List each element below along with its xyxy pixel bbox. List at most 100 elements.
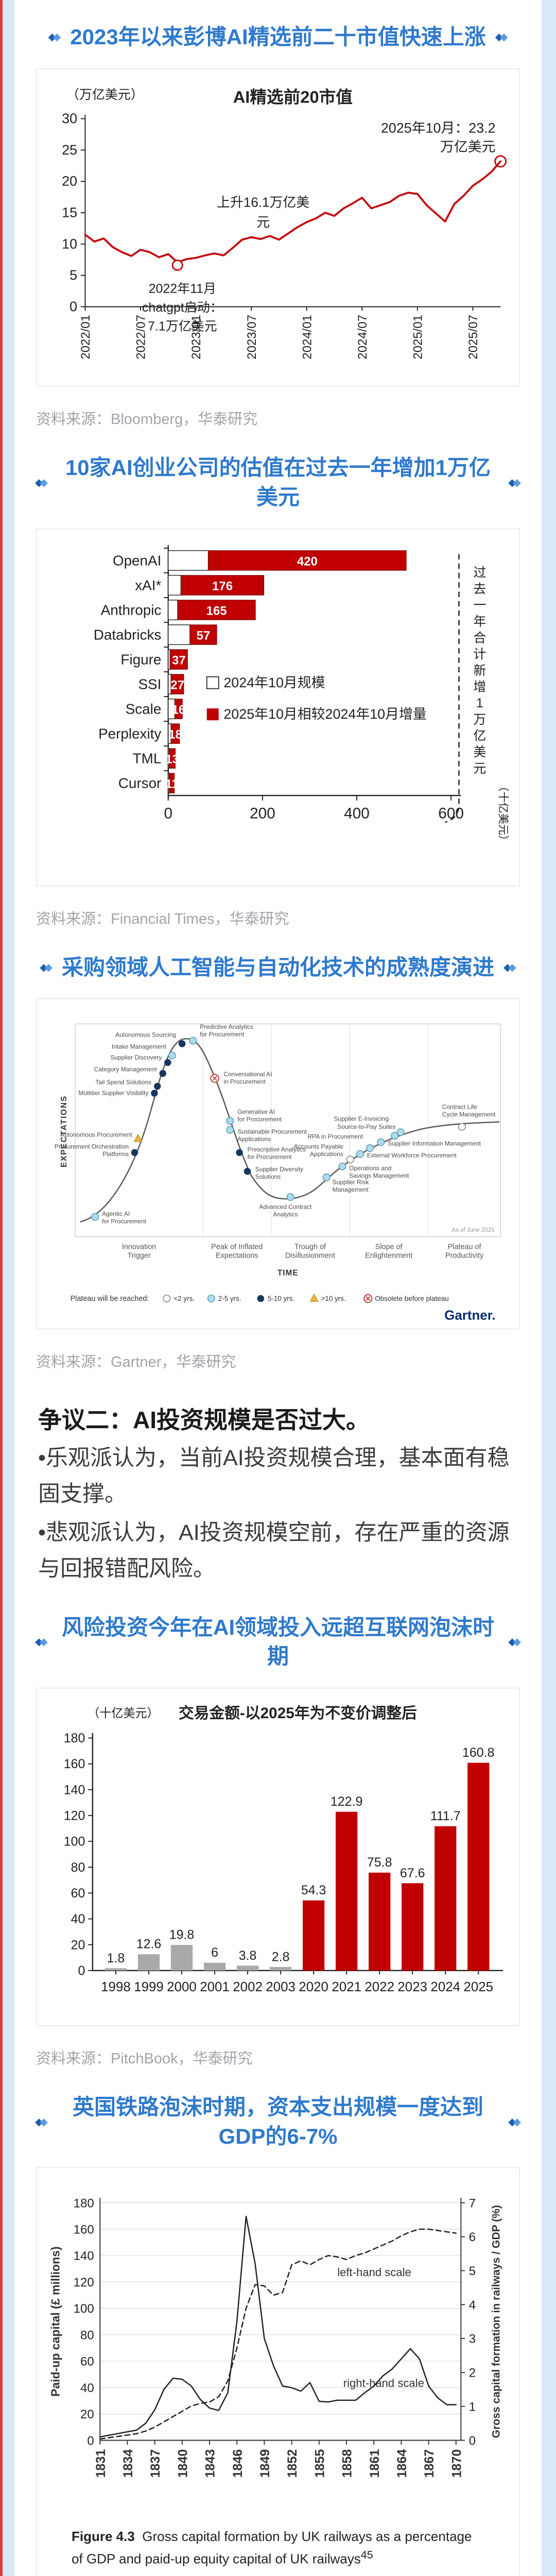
svg-text:1831: 1831 bbox=[94, 2449, 108, 2478]
svg-text:2022/01: 2022/01 bbox=[79, 314, 93, 359]
svg-text:Slope of: Slope of bbox=[375, 1243, 403, 1251]
svg-text:Databricks: Databricks bbox=[94, 626, 162, 642]
svg-text:400: 400 bbox=[344, 805, 370, 822]
svg-text:for Procurement: for Procurement bbox=[237, 1116, 282, 1123]
svg-text:60: 60 bbox=[80, 2355, 94, 2369]
figure-caption-text: Gross capital formation by UK railways a… bbox=[72, 2529, 472, 2567]
section-title: 2023年以来彭博AI精选前二十市值快速上涨 bbox=[70, 25, 486, 49]
svg-text:Cursor: Cursor bbox=[118, 775, 162, 791]
svg-text:2022年11月: 2022年11月 bbox=[149, 281, 216, 296]
svg-text:0: 0 bbox=[78, 1963, 85, 1978]
svg-text:1: 1 bbox=[469, 2400, 476, 2414]
svg-text:18: 18 bbox=[168, 727, 182, 741]
svg-text:Category Management: Category Management bbox=[94, 1066, 158, 1073]
header-2: ◆ ◆ 10家AI创业公司的估值在过去一年增加1万亿美元 ◆ ◆ bbox=[14, 444, 542, 521]
svg-text:2024: 2024 bbox=[430, 1980, 460, 1994]
source-note: 资料来源：PitchBook，华泰研究 bbox=[36, 2050, 253, 2067]
svg-text:Accounts Payable: Accounts Payable bbox=[294, 1143, 343, 1150]
svg-text:Cycle Management: Cycle Management bbox=[442, 1111, 496, 1118]
svg-text:元: 元 bbox=[256, 215, 270, 229]
svg-text:Intake Management: Intake Management bbox=[112, 1043, 167, 1050]
svg-text:25: 25 bbox=[62, 142, 77, 158]
svg-text:10: 10 bbox=[62, 236, 77, 251]
svg-text:1843: 1843 bbox=[203, 2449, 218, 2478]
diamond-icon: ◆ ◆ bbox=[503, 962, 516, 974]
svg-text:1852: 1852 bbox=[285, 2449, 300, 2478]
svg-text:元: 元 bbox=[473, 761, 486, 775]
svg-text:2022: 2022 bbox=[364, 1980, 394, 1994]
diamond-icon: ◆ ◆ bbox=[35, 1636, 48, 1648]
debate-2-bullet-pessimist: •悲观派认为，AI投资规模空前，存在严重的资源与回报错配风险。 bbox=[38, 1520, 510, 1581]
svg-text:160: 160 bbox=[64, 1757, 85, 1771]
svg-text:Trigger: Trigger bbox=[128, 1252, 151, 1260]
svg-text:Procurement Orchestration: Procurement Orchestration bbox=[55, 1143, 129, 1150]
svg-text:3.8: 3.8 bbox=[239, 1948, 257, 1963]
diamond-icon: ◆ ◆ bbox=[508, 477, 521, 488]
svg-text:xAI*: xAI* bbox=[135, 577, 161, 593]
svg-text:1858: 1858 bbox=[340, 2449, 355, 2478]
svg-text:Gross capital formation in rai: Gross capital formation in railways / GD… bbox=[490, 2205, 502, 2438]
source-note: 资料来源：Gartner，华泰研究 bbox=[36, 1353, 236, 1370]
svg-text:>10 yrs.: >10 yrs. bbox=[321, 1295, 346, 1303]
svg-text:1849: 1849 bbox=[258, 2449, 272, 2478]
svg-text:2025: 2025 bbox=[463, 1980, 493, 1994]
svg-text:15: 15 bbox=[62, 205, 77, 220]
svg-text:（万亿美元）: （万亿美元） bbox=[66, 88, 144, 102]
svg-text:1834: 1834 bbox=[121, 2449, 135, 2478]
trend-line-chart: （万亿美元） AI精选前20市值 0 5 10 15 20 25 30 2022/01 2022/0… bbox=[41, 74, 515, 381]
svg-text:122.9: 122.9 bbox=[331, 1794, 362, 1809]
svg-text:37: 37 bbox=[172, 653, 186, 667]
figure-caption-footnote: 45 bbox=[360, 2548, 373, 2562]
svg-text:19.8: 19.8 bbox=[169, 1928, 195, 1942]
svg-text:2001: 2001 bbox=[200, 1980, 230, 1994]
svg-text:20: 20 bbox=[71, 1938, 85, 1952]
svg-text:1870: 1870 bbox=[449, 2449, 464, 2478]
page-left-red-edge bbox=[0, 0, 3, 2576]
svg-text:2025年10月相较2024年10月增量: 2025年10月相较2024年10月增量 bbox=[223, 706, 426, 722]
figure-caption: Figure 4.3 Gross capital formation by UK… bbox=[41, 2519, 515, 2576]
svg-text:200: 200 bbox=[250, 805, 275, 822]
svg-text:Figure: Figure bbox=[120, 651, 161, 667]
svg-text:Multitier Supplier Visibility: Multitier Supplier Visibility bbox=[79, 1090, 149, 1097]
svg-text:2020: 2020 bbox=[299, 1980, 328, 1994]
svg-text:80: 80 bbox=[71, 1860, 85, 1875]
svg-text:140: 140 bbox=[64, 1783, 85, 1797]
svg-text:万: 万 bbox=[473, 712, 486, 726]
svg-text:2023/07: 2023/07 bbox=[245, 314, 259, 359]
svg-text:67.6: 67.6 bbox=[400, 1866, 425, 1880]
svg-text:1.8: 1.8 bbox=[107, 1951, 125, 1965]
svg-text:OpenAI: OpenAI bbox=[113, 552, 161, 568]
svg-text:5: 5 bbox=[70, 267, 77, 283]
article-page: ◆ ◆ 2023年以来彭博AI精选前二十市值快速上涨 ◆ ◆ （万亿美元） AI精选前… bbox=[14, 0, 542, 2576]
svg-text:Productivity: Productivity bbox=[445, 1252, 484, 1260]
svg-text:0: 0 bbox=[469, 2434, 476, 2448]
svg-text:7.1万亿美元: 7.1万亿美元 bbox=[148, 319, 217, 333]
svg-text:Autonomous Sourcing: Autonomous Sourcing bbox=[115, 1031, 176, 1039]
svg-text:Plateau will be reached:: Plateau will be reached: bbox=[71, 1295, 149, 1303]
diamond-icon: ◆ ◆ bbox=[35, 477, 48, 488]
svg-text:上升16.1万亿美: 上升16.1万亿美 bbox=[217, 195, 309, 210]
svg-text:RPA in Procurement: RPA in Procurement bbox=[307, 1133, 363, 1141]
svg-text:增: 增 bbox=[473, 680, 486, 694]
svg-text:100: 100 bbox=[74, 2302, 94, 2316]
svg-text:TIME: TIME bbox=[277, 1269, 299, 1278]
svg-text:Platforms: Platforms bbox=[102, 1150, 129, 1158]
svg-text:1867: 1867 bbox=[422, 2449, 437, 2478]
svg-text:6: 6 bbox=[211, 1945, 218, 1960]
svg-text:80: 80 bbox=[80, 2329, 94, 2343]
debate-2-bullet-optimist: •乐观派认为，当前AI投资规模合理，基本面有稳固支撑。 bbox=[38, 1445, 510, 1506]
diamond-icon: ◆ ◆ bbox=[508, 2116, 521, 2128]
svg-text:20: 20 bbox=[80, 2408, 94, 2421]
svg-text:Paid-up capital (£ millions): Paid-up capital (£ millions) bbox=[49, 2246, 62, 2397]
svg-text:1846: 1846 bbox=[231, 2449, 245, 2478]
section-title: 采购领域人工智能与自动化技术的成熟度演进 bbox=[61, 955, 494, 979]
svg-text:Supplier E-Invoicing: Supplier E-Invoicing bbox=[334, 1115, 389, 1123]
svg-text:Supplier Diversity: Supplier Diversity bbox=[255, 1166, 303, 1173]
svg-text:1837: 1837 bbox=[148, 2449, 163, 2478]
svg-text:过: 过 bbox=[473, 565, 486, 580]
svg-text:20: 20 bbox=[62, 173, 77, 189]
svg-text:1861: 1861 bbox=[368, 2449, 382, 2478]
chart-card-vc: （十亿美元） 交易金额-以2025年为不变价调整后 0 20 40 60 80 100 120 1… bbox=[36, 1687, 520, 2026]
svg-text:right-hand scale: right-hand scale bbox=[343, 2377, 424, 2389]
svg-text:0: 0 bbox=[164, 805, 173, 822]
